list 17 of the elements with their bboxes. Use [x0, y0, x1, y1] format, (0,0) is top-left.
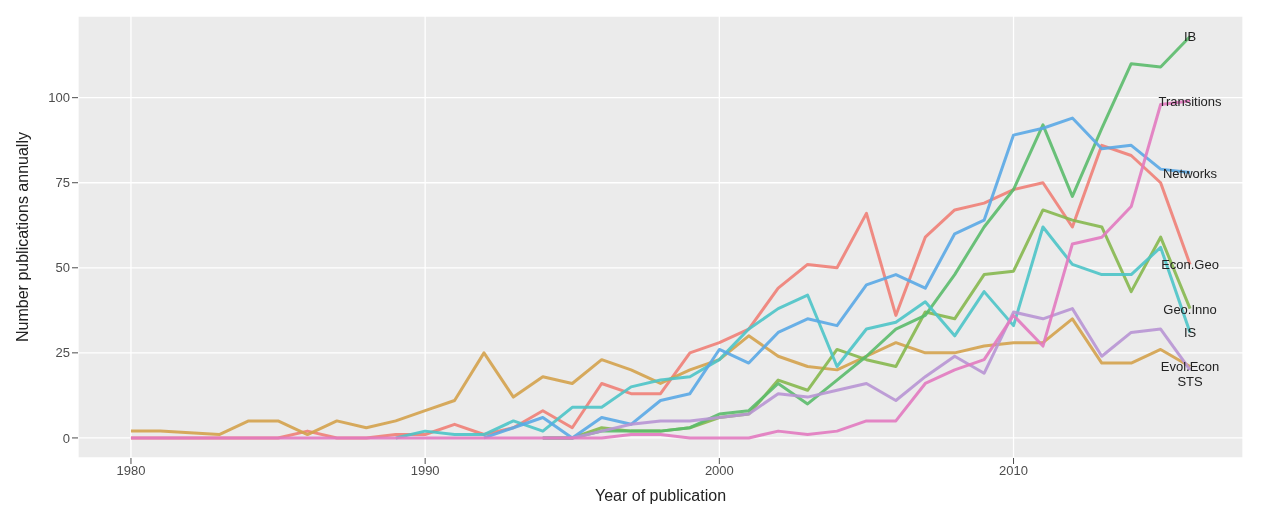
x-tick-label: 2000: [704, 463, 734, 479]
series-label: Networks: [1162, 165, 1218, 181]
series-label: IS: [1183, 325, 1197, 341]
series-label: STS: [1177, 374, 1204, 390]
x-tick-label: 2010: [999, 463, 1028, 479]
y-axis-title: Number publications annually: [13, 132, 31, 342]
series-label: Evol.Econ: [1160, 359, 1220, 375]
y-tick-label: 100: [48, 90, 70, 106]
x-axis-title: Year of publication: [594, 487, 727, 504]
y-tick-label: 75: [55, 175, 70, 191]
y-tick-label: 25: [55, 345, 70, 361]
y-tick-label: 50: [55, 260, 70, 276]
series-label: Transitions: [1158, 94, 1223, 110]
y-tick-label: 0: [62, 430, 70, 446]
x-tick-label: 1980: [116, 463, 146, 479]
series-label: IB: [1183, 29, 1197, 45]
x-tick-label: 1990: [410, 463, 440, 479]
